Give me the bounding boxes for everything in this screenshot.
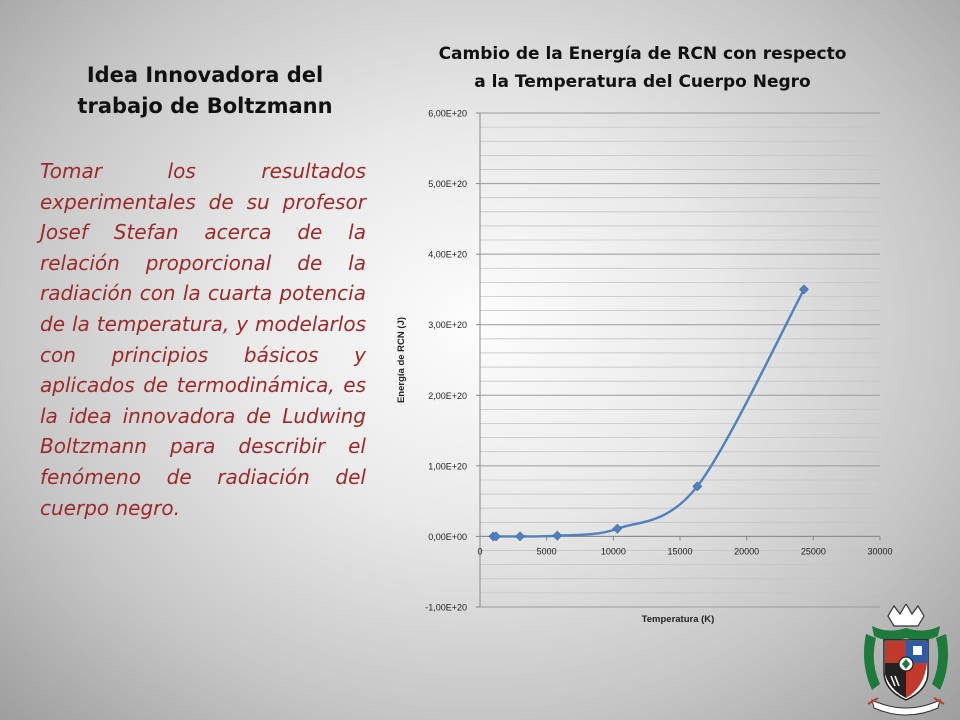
x-tick-label: 15000 bbox=[667, 546, 692, 556]
y-axis-label: Energía de RCN (J) bbox=[396, 317, 407, 403]
y-tick-label: 1,00E+20 bbox=[428, 461, 467, 471]
x-tick-label: 25000 bbox=[801, 546, 826, 556]
chart-title: Cambio de la Energía de RCN con respecto… bbox=[395, 40, 890, 96]
chart-title-line-1: Cambio de la Energía de RCN con respecto bbox=[438, 44, 847, 64]
x-tick-label: 20000 bbox=[734, 546, 759, 556]
slide-body-text: Tomar los resultados experimentales de s… bbox=[40, 159, 366, 520]
x-axis-label: Temperatura (K) bbox=[642, 614, 715, 625]
data-point bbox=[491, 531, 501, 542]
data-point bbox=[515, 531, 525, 542]
series-line bbox=[492, 288, 806, 538]
y-tick-label: 6,00E+20 bbox=[428, 109, 467, 119]
slide-title-line-1: Idea Innovadora del bbox=[86, 63, 324, 87]
y-tick-label: -1,00E+20 bbox=[425, 603, 467, 613]
x-tick-label: 10000 bbox=[601, 546, 626, 556]
university-seal-icon bbox=[864, 604, 948, 716]
x-tick-label: 30000 bbox=[867, 546, 892, 556]
data-point bbox=[692, 481, 703, 492]
y-tick-label: 3,00E+20 bbox=[428, 320, 467, 330]
y-tick-label: 2,00E+20 bbox=[428, 391, 467, 401]
x-tick-label: 0 bbox=[477, 546, 482, 556]
slide-title: Idea Innovadora del trabajo de Boltzmann bbox=[50, 60, 360, 122]
y-tick-label: 5,00E+20 bbox=[428, 179, 467, 189]
chart-axes bbox=[479, 113, 880, 607]
x-tick-label: 5000 bbox=[537, 546, 557, 556]
chart-title-line-2: a la Temperatura del Cuerpo Negro bbox=[474, 72, 811, 92]
data-points bbox=[488, 284, 809, 542]
chart-gridlines bbox=[480, 112, 880, 608]
chart-tick-labels: -1,00E+20 0,00E+00 1,00E+20 2,00E+20 3,00E+2… bbox=[425, 109, 892, 613]
y-tick-label: 0,00E+00 bbox=[428, 532, 467, 542]
slide-title-line-2: trabajo de Boltzmann bbox=[77, 94, 333, 118]
data-point bbox=[799, 284, 809, 295]
data-point bbox=[552, 530, 563, 541]
data-point bbox=[612, 523, 623, 534]
y-tick-label: 4,00E+20 bbox=[428, 250, 467, 260]
